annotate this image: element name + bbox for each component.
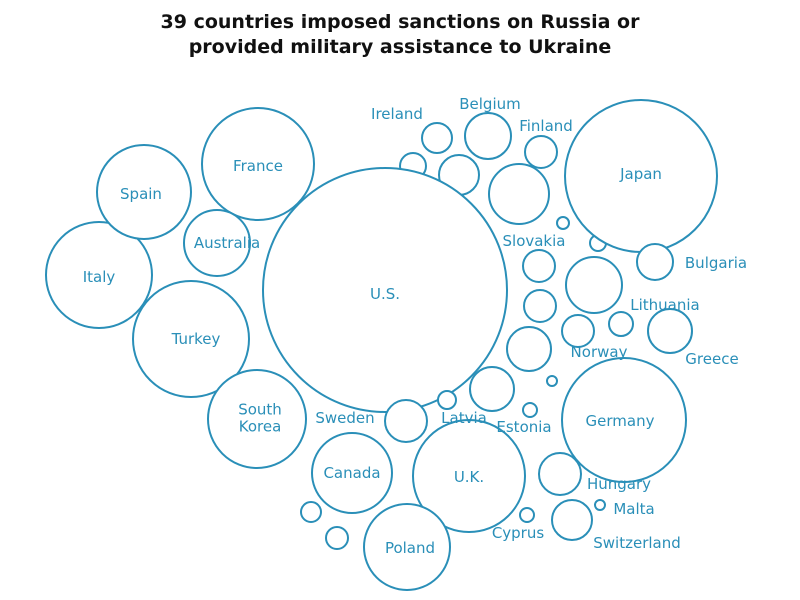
label-estonia: Estonia	[496, 418, 551, 436]
label-spain: Spain	[120, 185, 162, 203]
bubble-ireland	[421, 122, 453, 154]
bubble-unlabeled-10	[469, 366, 515, 412]
bubble-unlabeled-5	[522, 249, 556, 283]
label-switzerland: Switzerland	[593, 534, 681, 552]
label-u-s: U.S.	[370, 285, 400, 303]
label-sweden: Sweden	[315, 409, 374, 427]
bubble-unlabeled-6	[565, 256, 623, 314]
label-cyprus: Cyprus	[492, 524, 545, 542]
bubble-unlabeled-7	[523, 289, 557, 323]
bubble-malta	[594, 499, 606, 511]
label-japan: Japan	[619, 165, 662, 183]
bubble-u-k	[412, 419, 526, 533]
bubble-bulgaria	[636, 243, 674, 281]
bubble-estonia	[522, 402, 538, 418]
bubble-south-korea	[207, 369, 307, 469]
bubble-australia	[183, 209, 251, 277]
chart-title-line-2: provided military assistance to Ukraine	[188, 36, 612, 58]
label-south-korea: South Korea	[238, 400, 282, 435]
bubble-switzerland	[551, 499, 593, 541]
label-lithuania: Lithuania	[630, 296, 699, 314]
label-slovakia: Slovakia	[503, 232, 566, 250]
chart-title-line-1: 39 countries imposed sanctions on Russia…	[160, 11, 640, 33]
label-malta: Malta	[613, 500, 654, 518]
bubble-unlabeled-9	[546, 375, 558, 387]
bubble-sweden	[384, 399, 428, 443]
bubble-finland	[524, 135, 558, 169]
bubble-u-s	[262, 167, 508, 413]
label-turkey: Turkey	[171, 330, 221, 348]
bubble-canada	[311, 432, 393, 514]
bubble-unlabeled-8	[506, 326, 552, 372]
bubble-italy	[45, 221, 153, 329]
bubble-turkey	[132, 280, 250, 398]
label-bulgaria: Bulgaria	[685, 254, 747, 272]
label-germany: Germany	[586, 412, 655, 430]
label-finland: Finland	[519, 117, 573, 135]
label-norway: Norway	[571, 343, 628, 361]
label-australia: Australia	[194, 234, 260, 252]
label-belgium: Belgium	[459, 95, 521, 113]
label-u-k: U.K.	[454, 468, 484, 486]
bubble-unlabeled-3	[488, 163, 550, 225]
bubble-poland	[363, 503, 451, 591]
label-canada: Canada	[323, 464, 380, 482]
label-italy: Italy	[83, 268, 116, 286]
label-poland: Poland	[385, 539, 435, 557]
bubble-germany	[561, 357, 687, 483]
label-latvia: Latvia	[441, 409, 487, 427]
bubble-unlabeled-12	[325, 526, 349, 550]
bubble-unlabeled-11	[300, 501, 322, 523]
bubble-slovakia	[556, 216, 570, 230]
label-greece: Greece	[685, 350, 738, 368]
chart-title: 39 countries imposed sanctions on Russia…	[0, 10, 800, 60]
bubble-greece	[647, 308, 693, 354]
bubble-france	[201, 107, 315, 221]
bubble-cyprus	[519, 507, 535, 523]
bubble-spain	[96, 144, 192, 240]
bubble-norway	[561, 314, 595, 348]
bubble-belgium	[464, 112, 512, 160]
label-hungary: Hungary	[587, 475, 651, 493]
bubble-hungary	[538, 452, 582, 496]
bubble-latvia	[437, 390, 457, 410]
label-ireland: Ireland	[371, 105, 423, 123]
label-france: France	[233, 157, 283, 175]
bubble-lithuania	[608, 311, 634, 337]
